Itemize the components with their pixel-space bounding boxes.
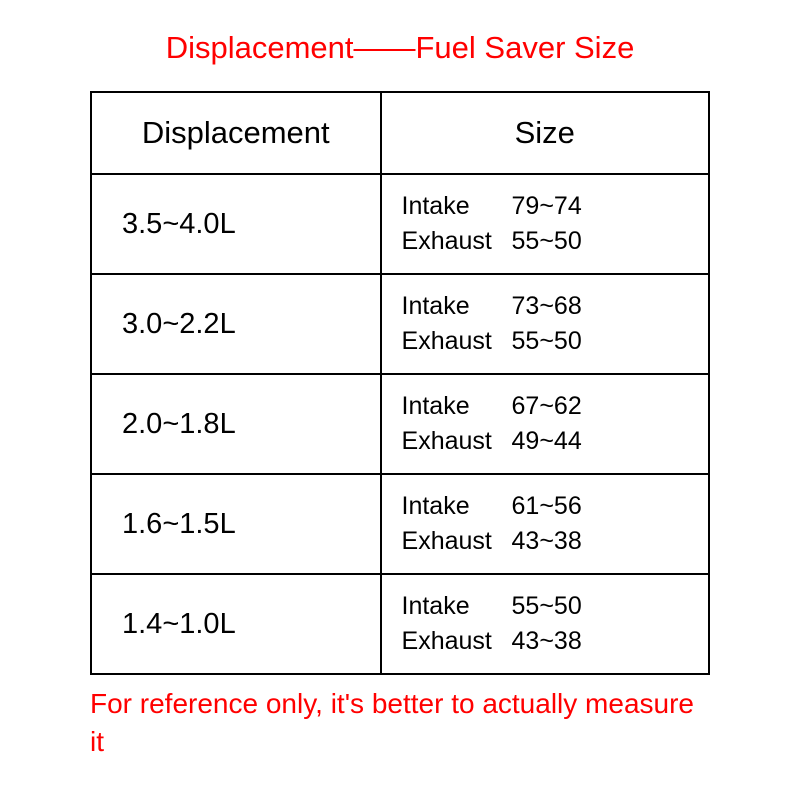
page-title: Displacement——Fuel Saver Size bbox=[90, 30, 710, 66]
exhaust-label: Exhaust bbox=[402, 224, 512, 259]
footer-note: For reference only, it's better to actua… bbox=[90, 685, 710, 761]
intake-line: Intake 73~68 bbox=[402, 289, 698, 324]
header-displacement: Displacement bbox=[92, 93, 382, 173]
size-cell: Intake 61~56 Exhaust 43~38 bbox=[382, 475, 708, 573]
displacement-value: 3.0~2.2L bbox=[92, 275, 382, 373]
intake-label: Intake bbox=[402, 489, 512, 524]
intake-line: Intake 61~56 bbox=[402, 489, 698, 524]
size-cell: Intake 67~62 Exhaust 49~44 bbox=[382, 375, 708, 473]
exhaust-label: Exhaust bbox=[402, 524, 512, 559]
table-row: 1.6~1.5L Intake 61~56 Exhaust 43~38 bbox=[92, 475, 708, 575]
exhaust-label: Exhaust bbox=[402, 624, 512, 659]
intake-line: Intake 67~62 bbox=[402, 389, 698, 424]
intake-label: Intake bbox=[402, 289, 512, 324]
exhaust-value: 55~50 bbox=[512, 224, 698, 259]
displacement-value: 3.5~4.0L bbox=[92, 175, 382, 273]
exhaust-value: 43~38 bbox=[512, 524, 698, 559]
intake-label: Intake bbox=[402, 189, 512, 224]
displacement-value: 2.0~1.8L bbox=[92, 375, 382, 473]
intake-value: 61~56 bbox=[512, 489, 698, 524]
size-cell: Intake 73~68 Exhaust 55~50 bbox=[382, 275, 708, 373]
exhaust-line: Exhaust 55~50 bbox=[402, 224, 698, 259]
table-row: 1.4~1.0L Intake 55~50 Exhaust 43~38 bbox=[92, 575, 708, 673]
intake-line: Intake 55~50 bbox=[402, 589, 698, 624]
exhaust-line: Exhaust 55~50 bbox=[402, 324, 698, 359]
exhaust-line: Exhaust 43~38 bbox=[402, 624, 698, 659]
exhaust-value: 49~44 bbox=[512, 424, 698, 459]
table-header-row: Displacement Size bbox=[92, 93, 708, 175]
size-cell: Intake 55~50 Exhaust 43~38 bbox=[382, 575, 708, 673]
intake-value: 79~74 bbox=[512, 189, 698, 224]
table-row: 3.0~2.2L Intake 73~68 Exhaust 55~50 bbox=[92, 275, 708, 375]
intake-value: 67~62 bbox=[512, 389, 698, 424]
displacement-value: 1.6~1.5L bbox=[92, 475, 382, 573]
exhaust-line: Exhaust 43~38 bbox=[402, 524, 698, 559]
exhaust-label: Exhaust bbox=[402, 324, 512, 359]
intake-value: 55~50 bbox=[512, 589, 698, 624]
exhaust-label: Exhaust bbox=[402, 424, 512, 459]
intake-value: 73~68 bbox=[512, 289, 698, 324]
header-size: Size bbox=[382, 93, 708, 173]
intake-label: Intake bbox=[402, 389, 512, 424]
displacement-size-table: Displacement Size 3.5~4.0L Intake 79~74 … bbox=[90, 91, 710, 675]
intake-line: Intake 79~74 bbox=[402, 189, 698, 224]
table-row: 2.0~1.8L Intake 67~62 Exhaust 49~44 bbox=[92, 375, 708, 475]
size-cell: Intake 79~74 Exhaust 55~50 bbox=[382, 175, 708, 273]
exhaust-value: 55~50 bbox=[512, 324, 698, 359]
exhaust-value: 43~38 bbox=[512, 624, 698, 659]
table-row: 3.5~4.0L Intake 79~74 Exhaust 55~50 bbox=[92, 175, 708, 275]
intake-label: Intake bbox=[402, 589, 512, 624]
displacement-value: 1.4~1.0L bbox=[92, 575, 382, 673]
exhaust-line: Exhaust 49~44 bbox=[402, 424, 698, 459]
